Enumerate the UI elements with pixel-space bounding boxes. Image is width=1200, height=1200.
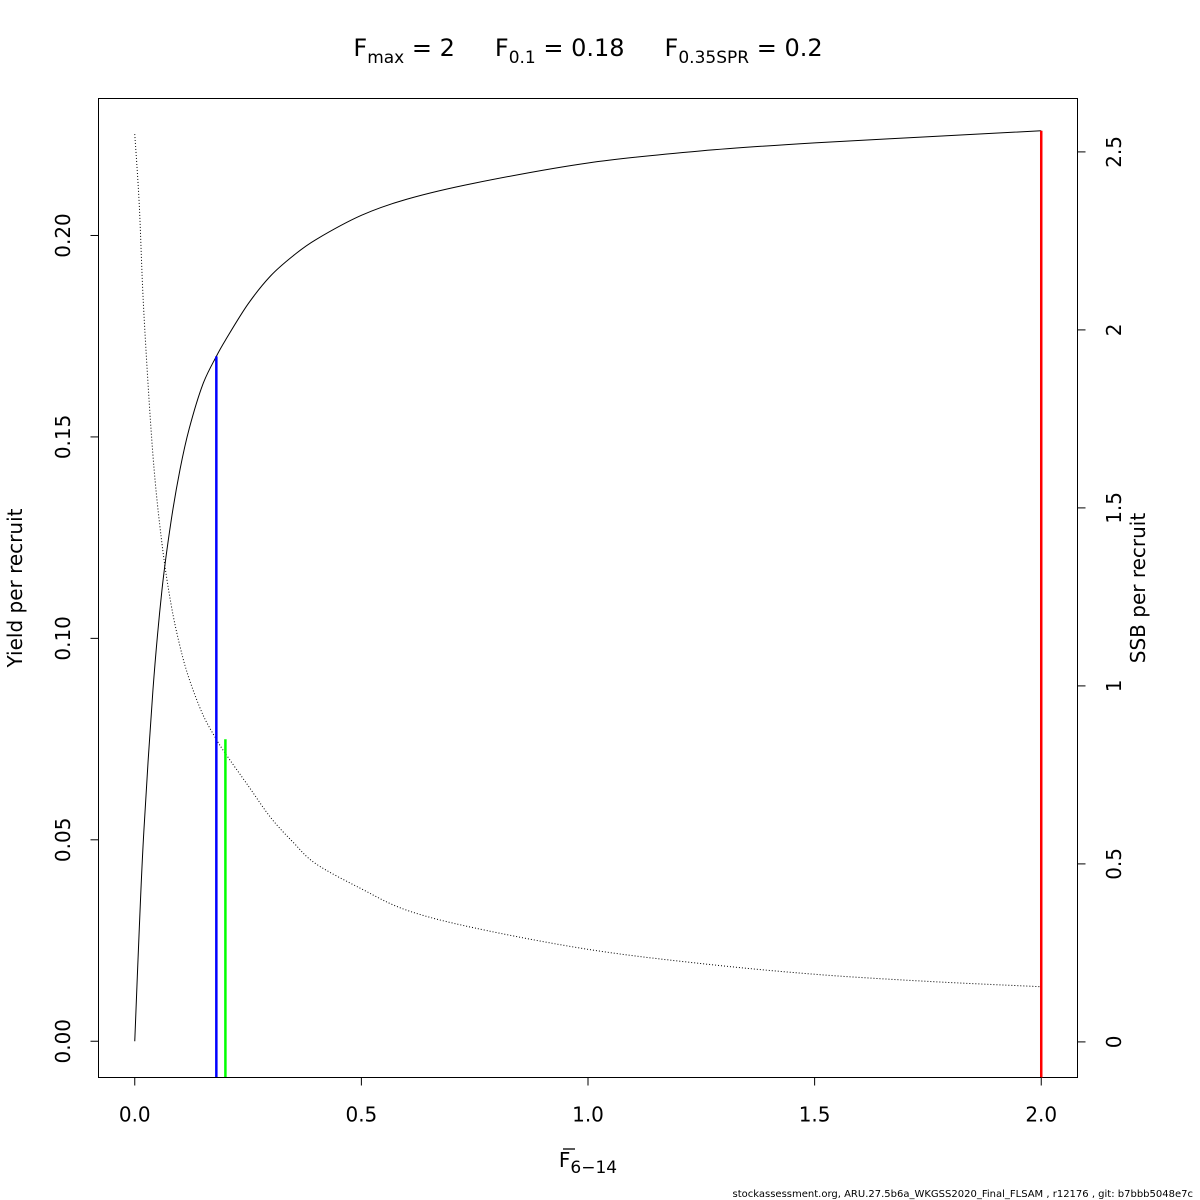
y-left-tick-label: 0.15: [51, 415, 75, 460]
y-right-tick-label: 1.5: [1102, 492, 1126, 524]
plot-frame: [98, 98, 1078, 1078]
fmax-label: F: [353, 34, 367, 62]
chart-title: Fmax = 2 F0.1 = 0.18 F0.35SPR = 0.2: [353, 34, 822, 68]
fspr-value: = 0.2: [749, 34, 823, 62]
fspr-sub: 0.35SPR: [678, 48, 749, 68]
x-tick-label: 1.0: [572, 1103, 604, 1127]
x-axis-title-base: F: [559, 1148, 571, 1172]
y-right-axis: 0 0.5 1 1.5 2 2.5: [1077, 136, 1126, 1049]
fmax-sub: max: [367, 48, 404, 68]
fmax-value: = 2: [404, 34, 455, 62]
x-tick-label: 2.0: [1025, 1103, 1057, 1127]
y-right-axis-title: SSB per recruit: [1126, 513, 1150, 664]
y-left-axis: 0.00 0.05 0.10 0.15 0.20: [51, 213, 99, 1064]
x-tick-label: 0.5: [345, 1103, 377, 1127]
y-left-axis-title: Yield per recruit: [3, 508, 27, 668]
x-tick-label: 0.0: [119, 1103, 151, 1127]
x-axis-title-sub: 6−14: [570, 1158, 617, 1178]
footer-source: stockassessment.org, ARU.27.5b6a_WKGSS20…: [733, 1189, 1193, 1200]
y-right-tick-label: 2.5: [1102, 136, 1126, 168]
f01-label: F: [495, 34, 509, 62]
y-left-tick-label: 0.10: [51, 616, 75, 661]
y-right-tick-label: 0: [1102, 1036, 1126, 1049]
yield-per-recruit-line: [134, 130, 1042, 1042]
y-left-tick-label: 0.05: [51, 818, 75, 863]
curves-layer: [134, 130, 1042, 1042]
y-right-tick-label: 1: [1102, 680, 1126, 693]
y-right-tick-label: 0.5: [1102, 848, 1126, 880]
y-left-tick-label: 0.20: [51, 213, 75, 258]
y-left-tick-label: 0.00: [51, 1019, 75, 1064]
ssb-per-recruit-line: [134, 134, 1042, 988]
f01-value: = 0.18: [536, 34, 625, 62]
x-tick-label: 1.5: [799, 1103, 831, 1127]
fspr-label: F: [665, 34, 679, 62]
reference-lines-layer: [215, 130, 1043, 1078]
f01-sub: 0.1: [509, 48, 536, 68]
x-axis: 0.0 0.5 1.0 1.5 2.0: [119, 1077, 1057, 1127]
y-right-tick-label: 2: [1102, 324, 1126, 337]
x-axis-title: F6−14: [559, 1148, 617, 1178]
